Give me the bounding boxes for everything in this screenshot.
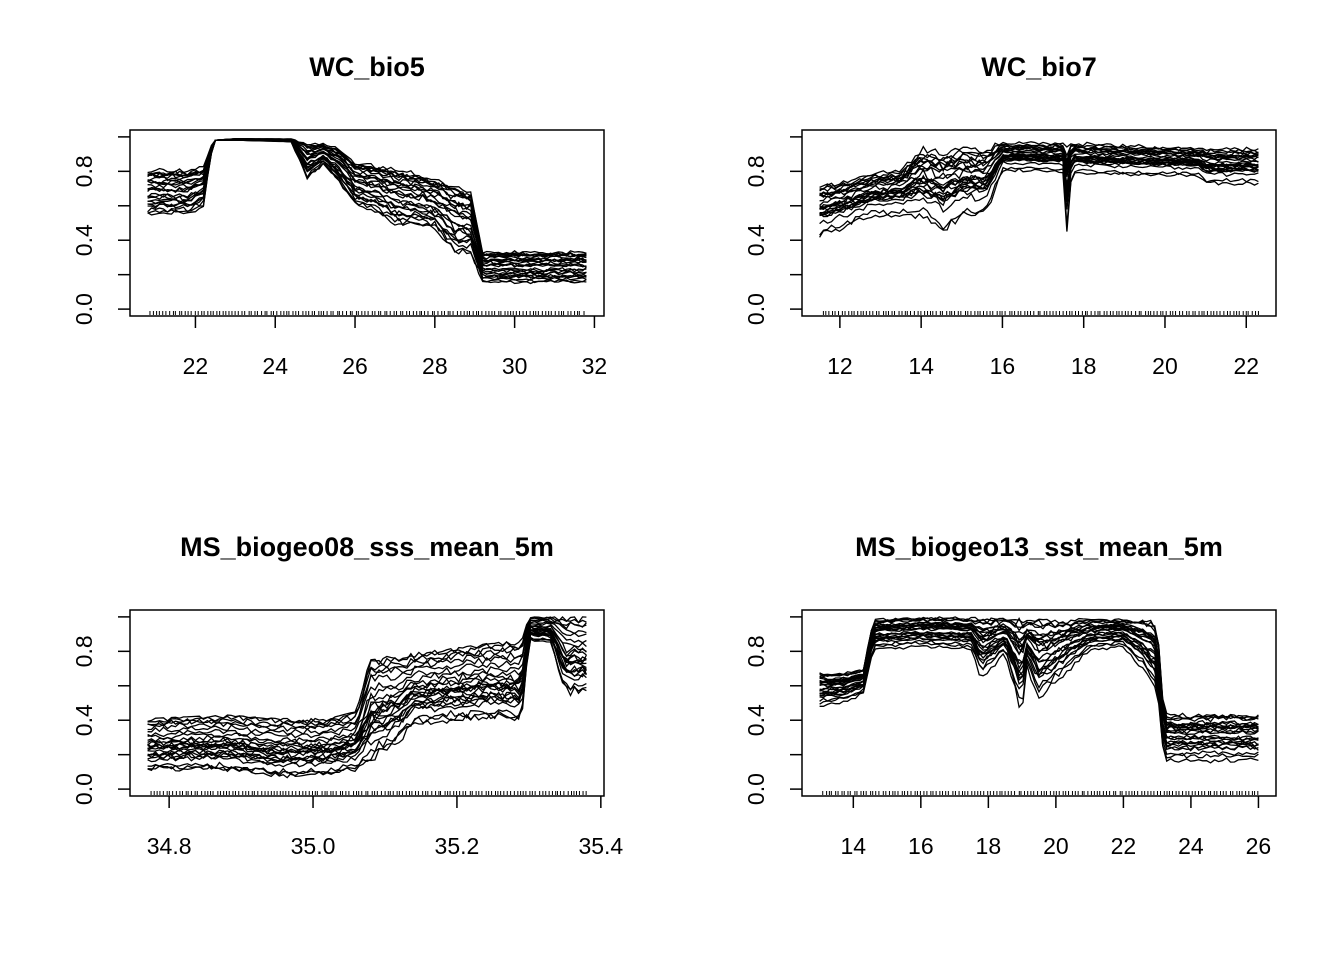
panel-3: MS_biogeo08_sss_mean_5m 34.8 35.0 35.2 35.4 0… xyxy=(71,532,623,859)
y-tick-label: 0.0 xyxy=(71,293,97,325)
rug-marks xyxy=(822,311,1259,315)
panel-1: WC_bio5 22 24 26 28 30 32 0.0 0.4 0.8 xyxy=(71,52,607,379)
x-tick-label: 14 xyxy=(841,833,867,859)
x-tick-label: 34.8 xyxy=(147,833,192,859)
response-curve xyxy=(147,617,587,727)
response-curve xyxy=(819,622,1259,728)
response-curve xyxy=(819,156,1259,216)
response-curve xyxy=(819,143,1259,190)
response-curve xyxy=(819,632,1259,746)
x-tick-label: 28 xyxy=(422,353,448,379)
x-tick-label: 20 xyxy=(1043,833,1069,859)
response-curves xyxy=(819,616,1259,764)
response-curve xyxy=(819,166,1259,236)
y-tick-label: 0.0 xyxy=(743,773,769,805)
response-curve xyxy=(147,622,587,739)
response-curve xyxy=(819,622,1259,727)
y-tick-label: 0.0 xyxy=(743,293,769,325)
panel-title: WC_bio7 xyxy=(981,52,1097,82)
response-curve xyxy=(819,636,1259,752)
x-tick-label: 16 xyxy=(990,353,1016,379)
response-curve xyxy=(819,625,1259,735)
panel-2: WC_bio7 12 14 16 18 20 22 0.0 0.4 0.8 xyxy=(743,52,1277,379)
response-curve xyxy=(147,632,587,762)
plot-frame xyxy=(801,609,1277,797)
response-curve xyxy=(819,641,1259,759)
response-curve xyxy=(819,616,1259,720)
y-tick-label: 0.8 xyxy=(743,635,769,667)
response-curve xyxy=(819,153,1259,208)
x-tick-label: 26 xyxy=(342,353,368,379)
panel-title: MS_biogeo08_sss_mean_5m xyxy=(180,532,554,562)
response-curve xyxy=(147,628,587,754)
response-curve xyxy=(819,145,1259,196)
plot-frame xyxy=(801,129,1277,317)
x-tick-label: 22 xyxy=(1233,353,1259,379)
y-tick-label: 0.4 xyxy=(743,704,769,736)
response-curve xyxy=(819,636,1259,751)
x-tick-label: 14 xyxy=(908,353,934,379)
panel-title: WC_bio5 xyxy=(309,52,425,82)
x-tick-label: 18 xyxy=(1071,353,1097,379)
x-tick-label: 35.2 xyxy=(435,833,480,859)
response-curve xyxy=(147,633,587,768)
response-curve xyxy=(819,624,1259,732)
plot-frame xyxy=(129,129,605,317)
x-tick-label: 22 xyxy=(183,353,209,379)
response-curve xyxy=(147,631,587,762)
response-curve xyxy=(147,139,587,285)
response-curve xyxy=(147,621,587,736)
x-tick-label: 35.4 xyxy=(578,833,623,859)
rug-marks xyxy=(150,791,587,795)
response-curve xyxy=(147,615,587,724)
x-tick-label: 26 xyxy=(1246,833,1272,859)
response-curve xyxy=(819,167,1259,238)
x-tick-label: 32 xyxy=(582,353,608,379)
x-tick-label: 24 xyxy=(262,353,288,379)
x-tick-label: 22 xyxy=(1111,833,1137,859)
response-curve xyxy=(819,158,1259,218)
response-curve xyxy=(819,160,1259,225)
response-curve xyxy=(819,645,1259,764)
y-tick-label: 0.4 xyxy=(743,224,769,256)
y-tick-label: 0.4 xyxy=(71,704,97,736)
response-curve xyxy=(147,625,587,749)
response-curves xyxy=(147,615,587,779)
y-tick-label: 0.4 xyxy=(71,224,97,256)
response-curve xyxy=(147,624,587,744)
y-tick-label: 0.8 xyxy=(71,155,97,187)
panel-4: MS_biogeo13_sst_mean_5m 14 16 18 20 22 24 26 0.0… xyxy=(743,532,1277,859)
x-tick-label: 35.0 xyxy=(291,833,336,859)
response-curve xyxy=(819,639,1259,757)
rug-marks xyxy=(149,311,585,315)
x-tick-label: 16 xyxy=(908,833,934,859)
response-curve xyxy=(147,638,587,779)
response-curves xyxy=(819,141,1259,238)
response-curve xyxy=(819,618,1259,723)
response-curve xyxy=(147,636,587,775)
x-tick-label: 18 xyxy=(976,833,1002,859)
x-tick-label: 12 xyxy=(827,353,853,379)
x-tick-label: 30 xyxy=(502,353,528,379)
response-curve xyxy=(147,638,587,777)
y-tick-label: 0.8 xyxy=(743,155,769,187)
panel-title: MS_biogeo13_sst_mean_5m xyxy=(855,532,1223,562)
response-curves xyxy=(147,138,587,285)
y-tick-label: 0.8 xyxy=(71,635,97,667)
response-curve xyxy=(819,631,1259,743)
response-curve xyxy=(819,626,1259,735)
plot-frame xyxy=(129,609,605,797)
x-tick-label: 24 xyxy=(1178,833,1204,859)
rug-marks xyxy=(822,791,1259,795)
x-tick-label: 20 xyxy=(1152,353,1178,379)
y-tick-label: 0.0 xyxy=(71,773,97,805)
